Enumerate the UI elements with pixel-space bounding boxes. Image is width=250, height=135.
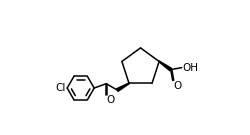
Text: O: O xyxy=(107,95,115,105)
Text: OH: OH xyxy=(182,63,198,73)
Text: O: O xyxy=(173,81,182,91)
Polygon shape xyxy=(116,83,129,91)
Polygon shape xyxy=(159,61,172,71)
Text: Cl: Cl xyxy=(56,83,66,93)
